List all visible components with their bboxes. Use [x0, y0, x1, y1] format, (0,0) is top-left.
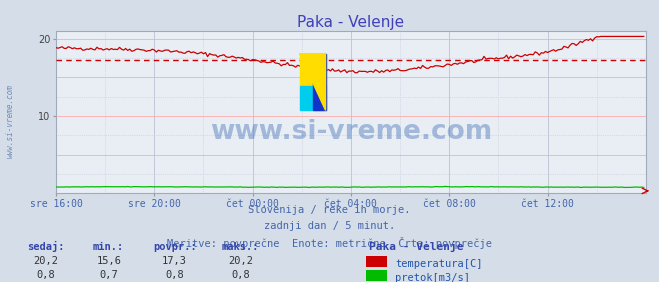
Text: Slovenija / reke in morje.: Slovenija / reke in morje.	[248, 205, 411, 215]
Text: sedaj:: sedaj:	[28, 241, 65, 252]
Text: maks.:: maks.:	[222, 242, 259, 252]
Text: min.:: min.:	[93, 242, 125, 252]
Bar	[300, 86, 326, 111]
Text: 0,8: 0,8	[231, 270, 250, 280]
Text: 0,8: 0,8	[37, 270, 55, 280]
Text: www.si-vreme.com: www.si-vreme.com	[210, 118, 492, 145]
Text: zadnji dan / 5 minut.: zadnji dan / 5 minut.	[264, 221, 395, 232]
Text: 0,7: 0,7	[100, 270, 118, 280]
Text: 15,6: 15,6	[96, 256, 121, 266]
Text: 17,3: 17,3	[162, 256, 187, 266]
Text: temperatura[C]: temperatura[C]	[395, 259, 483, 269]
Text: povpr.:: povpr.:	[153, 242, 196, 252]
Text: pretok[m3/s]: pretok[m3/s]	[395, 273, 471, 282]
Title: Paka - Velenje: Paka - Velenje	[297, 15, 405, 30]
Text: Paka - Velenje: Paka - Velenje	[369, 241, 463, 252]
Text: www.si-vreme.com: www.si-vreme.com	[5, 84, 14, 158]
Text: 20,2: 20,2	[34, 256, 59, 266]
Polygon shape	[300, 54, 326, 111]
Text: 0,8: 0,8	[165, 270, 184, 280]
Text: Meritve: povprečne  Enote: metrične  Črta: povprečje: Meritve: povprečne Enote: metrične Črta:…	[167, 237, 492, 248]
Bar	[312, 54, 326, 111]
Bar	[300, 54, 326, 86]
Text: 20,2: 20,2	[228, 256, 253, 266]
